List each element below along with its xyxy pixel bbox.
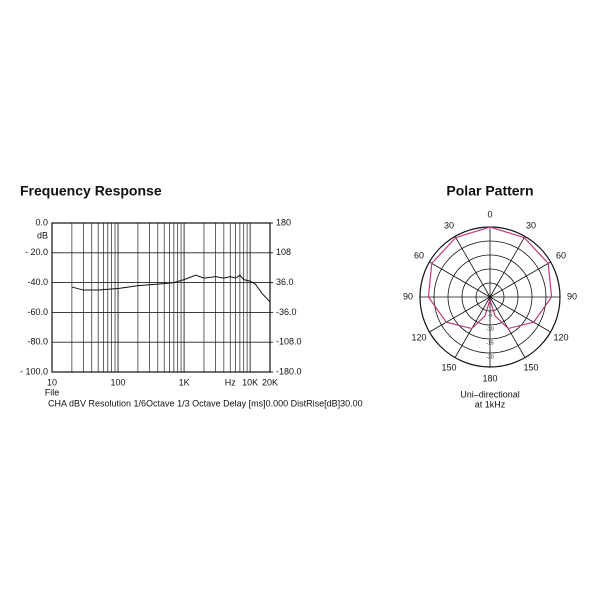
y-axis-label: dB — [37, 230, 48, 240]
ring — [461, 268, 519, 326]
response-line — [71, 274, 271, 303]
y2-tick-label: -108.0 — [276, 337, 302, 347]
y2-tick-label: 36.0 — [276, 277, 294, 287]
ring-label: -20 — [486, 354, 493, 360]
x-tick-label: 100 — [111, 377, 126, 387]
angle-label: 150 — [523, 362, 538, 372]
ring-label: -15 — [486, 340, 493, 346]
angle-label: 0 — [487, 209, 492, 219]
caption: Uni–directional — [460, 389, 520, 399]
y2-tick-label: 108 — [276, 247, 291, 257]
angle-label: 60 — [556, 250, 566, 260]
angle-label: 30 — [444, 220, 454, 230]
spoke — [429, 296, 491, 333]
file-label: File — [45, 387, 60, 397]
spoke — [489, 296, 551, 333]
polar-line — [427, 226, 553, 330]
freq-title: Frequency Response — [20, 183, 162, 199]
ring-label: -5 — [488, 312, 493, 318]
ring — [447, 254, 533, 340]
x-tick-label: 1K — [179, 377, 190, 387]
spoke — [489, 236, 526, 298]
angle-label: 60 — [414, 250, 424, 260]
ring-label: -10 — [486, 326, 493, 332]
y2-tick-label: -36.0 — [276, 307, 297, 317]
polar-title: Polar Pattern — [446, 183, 533, 199]
x-tick-label: 20K — [262, 377, 278, 387]
spoke — [429, 261, 491, 298]
angle-label: 150 — [441, 362, 456, 372]
x-tick-label: 10K — [242, 377, 258, 387]
spoke — [454, 236, 491, 298]
y-tick-label: - 100.0 — [20, 366, 48, 376]
angle-label: 90 — [567, 291, 577, 301]
y2-tick-label: -180.0 — [276, 366, 302, 376]
angle-label: 180 — [482, 373, 497, 383]
ring — [475, 282, 505, 312]
x-tick-label: 10 — [47, 377, 57, 387]
y-tick-label: -40.0 — [27, 277, 48, 287]
spoke — [489, 261, 551, 298]
angle-label: 120 — [411, 332, 426, 342]
footer: CHA dBV Resolution 1/6Octave 1/3 Octave … — [48, 398, 363, 408]
y-tick-label: -80.0 — [27, 337, 48, 347]
y-tick-label: 0.0 — [35, 217, 48, 227]
angle-label: 90 — [403, 291, 413, 301]
x-axis-label: Hz — [225, 377, 236, 387]
angle-label: 120 — [553, 332, 568, 342]
plot-frame — [51, 222, 271, 373]
angle-label: 30 — [526, 220, 536, 230]
y-tick-label: -60.0 — [27, 307, 48, 317]
ring — [433, 240, 547, 354]
caption: at 1kHz — [475, 399, 506, 409]
y-tick-label: - 20.0 — [25, 247, 48, 257]
y2-tick-label: 180 — [276, 217, 291, 227]
